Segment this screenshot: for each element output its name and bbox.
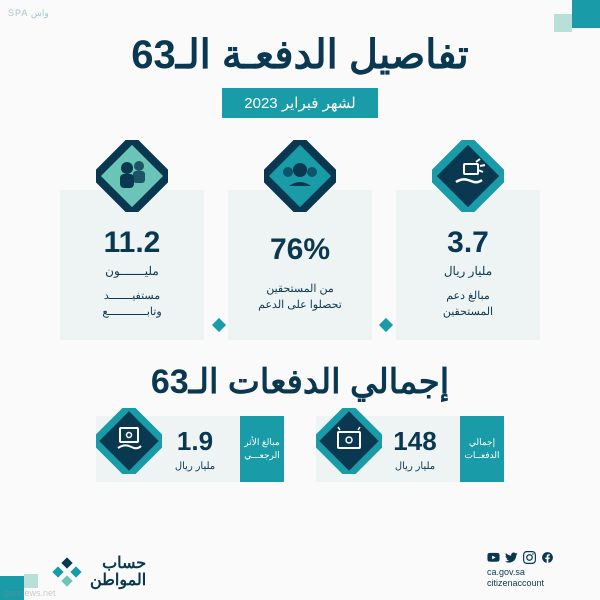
stat-value: 3.7 (404, 226, 532, 260)
logo: حساب المواطن (50, 555, 146, 590)
corner-decor-tr (530, 0, 600, 50)
twitter-icon (505, 551, 518, 564)
watermark-bottom: gartnews.net (4, 588, 56, 598)
main-title: تفاصيل الدفعـة الـ63 (0, 32, 600, 78)
stat-value: 11.2 (68, 226, 196, 260)
people-two-icon (96, 140, 168, 212)
stat-unit: مليار ريال (404, 264, 532, 278)
money-hand-icon (432, 140, 504, 212)
stat-unit: مليـــــــون (68, 264, 196, 278)
stat-card-retro: مبالغ الأثرالرجعـــي 1.9 مليار ريال (96, 416, 284, 482)
stats-row-2: إجماليالدفعــات 148 مليار ريال مبالغ الأ… (0, 416, 600, 482)
social-block: ca.gov.sa citizenaccount (487, 551, 554, 590)
payments-icon (316, 408, 382, 474)
footer-url: ca.gov.sa (487, 567, 554, 579)
facebook-icon (541, 551, 554, 564)
stat-unit: مليار ريال (378, 461, 452, 472)
stat-unit: مليار ريال (158, 461, 232, 472)
stat-value: 76% (236, 233, 364, 267)
section-title-2: إجمالي الدفعات الـ63 (0, 362, 600, 402)
stat-value: 1.9 (158, 426, 232, 457)
stat-card-beneficiaries: 11.2 مليـــــــون مستفيـــــــدوتابـــــ… (60, 140, 204, 340)
logo-text: حساب المواطن (90, 555, 146, 590)
side-label: مبالغ الأثرالرجعـــي (240, 416, 284, 482)
youtube-icon (487, 551, 500, 564)
retro-hand-icon (96, 408, 162, 474)
footer: ca.gov.sa citizenaccount حساب المواطن (0, 551, 600, 590)
stat-card-support-amount: 3.7 مليار ريال مبالغ دعمالمستحقين (396, 140, 540, 340)
logo-mark-icon (50, 555, 84, 589)
stat-value: 148 (378, 426, 452, 457)
subtitle-badge: لشهر فبراير 2023 (222, 88, 377, 118)
stat-caption: مبالغ دعمالمستحقين (404, 288, 532, 321)
stat-card-percent: 76% من المستحقينتحصلوا على الدعم (228, 140, 372, 340)
stat-caption: مستفيـــــــدوتابــــــــــــع (68, 288, 196, 321)
header: تفاصيل الدفعـة الـ63 لشهر فبراير 2023 (0, 0, 600, 118)
side-label: إجماليالدفعــات (460, 416, 504, 482)
instagram-icon (523, 551, 536, 564)
social-icons (487, 551, 554, 564)
divider-diamond-icon (379, 318, 393, 332)
stats-row-1: 3.7 مليار ريال مبالغ دعمالمستحقين 76% (0, 140, 600, 340)
watermark-top-left: واس SPA (8, 8, 49, 19)
divider-diamond-icon (212, 318, 226, 332)
infographic-canvas: واس SPA تفاصيل الدفعـة الـ63 لشهر فبراير… (0, 0, 600, 600)
people-group-icon (264, 140, 336, 212)
footer-handle: citizenaccount (487, 578, 554, 590)
stat-caption: من المستحقينتحصلوا على الدعم (236, 281, 364, 314)
stat-card-total-payments: إجماليالدفعــات 148 مليار ريال (316, 416, 504, 482)
